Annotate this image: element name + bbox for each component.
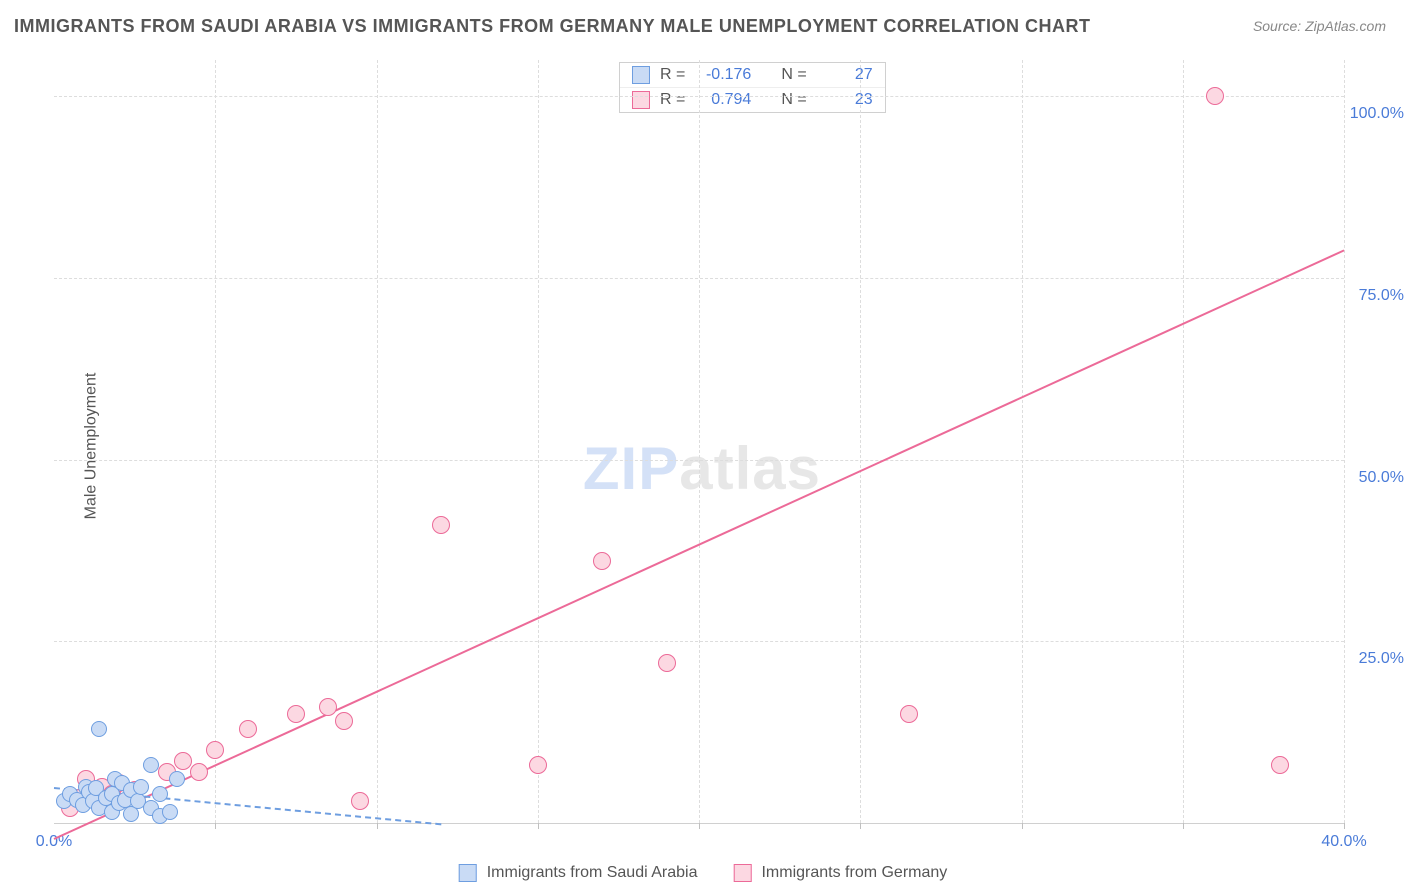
legend-label-germany: Immigrants from Germany: [761, 864, 947, 882]
data-point-germany: [335, 712, 353, 730]
legend-row-saudi: R = -0.176 N = 27: [620, 63, 885, 87]
correlation-legend: R = -0.176 N = 27 R = 0.794 N = 23: [619, 62, 886, 113]
chart-title: IMMIGRANTS FROM SAUDI ARABIA VS IMMIGRAN…: [14, 16, 1090, 37]
n-value-germany: 23: [817, 91, 873, 109]
watermark: ZIPatlas: [583, 434, 821, 503]
y-tick-label: 100.0%: [1350, 105, 1404, 123]
x-tick-label: 40.0%: [1321, 833, 1366, 851]
swatch-saudi-icon: [459, 864, 477, 882]
gridline-vertical: [1183, 60, 1184, 823]
x-tick: [538, 823, 539, 829]
swatch-germany-icon: [632, 91, 650, 109]
legend-item-saudi: Immigrants from Saudi Arabia: [459, 864, 698, 882]
x-tick: [860, 823, 861, 829]
watermark-brand-b: atlas: [679, 435, 821, 502]
data-point-germany: [593, 552, 611, 570]
data-point-saudi: [143, 757, 159, 773]
data-point-germany: [658, 654, 676, 672]
data-point-germany: [1206, 87, 1224, 105]
data-point-germany: [529, 756, 547, 774]
y-tick-label: 50.0%: [1359, 469, 1404, 487]
legend-label-saudi: Immigrants from Saudi Arabia: [487, 864, 698, 882]
swatch-saudi-icon: [632, 66, 650, 84]
x-tick: [1022, 823, 1023, 829]
data-point-germany: [287, 705, 305, 723]
series-legend: Immigrants from Saudi Arabia Immigrants …: [459, 864, 948, 882]
x-tick: [215, 823, 216, 829]
y-tick-label: 75.0%: [1359, 287, 1404, 305]
gridline-vertical: [377, 60, 378, 823]
gridline-vertical: [1344, 60, 1345, 823]
data-point-germany: [432, 516, 450, 534]
gridline-vertical: [1022, 60, 1023, 823]
r-label: R =: [660, 91, 685, 109]
r-value-germany: 0.794: [695, 91, 751, 109]
data-point-saudi: [91, 721, 107, 737]
gridline-vertical: [860, 60, 861, 823]
gridline-vertical: [699, 60, 700, 823]
source-attribution: Source: ZipAtlas.com: [1253, 18, 1386, 34]
data-point-saudi: [152, 786, 168, 802]
source-name: ZipAtlas.com: [1305, 18, 1386, 34]
data-point-saudi: [169, 771, 185, 787]
gridline-vertical: [538, 60, 539, 823]
data-point-germany: [319, 698, 337, 716]
data-point-germany: [206, 741, 224, 759]
gridline-vertical: [215, 60, 216, 823]
chart-plot-area: ZIPatlas R = -0.176 N = 27 R = 0.794 N =…: [54, 60, 1344, 824]
legend-item-germany: Immigrants from Germany: [733, 864, 947, 882]
data-point-germany: [239, 720, 257, 738]
data-point-germany: [174, 752, 192, 770]
data-point-germany: [351, 792, 369, 810]
x-tick: [1183, 823, 1184, 829]
data-point-germany: [1271, 756, 1289, 774]
data-point-saudi: [162, 804, 178, 820]
x-tick: [377, 823, 378, 829]
r-value-saudi: -0.176: [695, 66, 751, 84]
n-label: N =: [781, 91, 806, 109]
watermark-brand-a: ZIP: [583, 435, 679, 502]
x-tick-label: 0.0%: [36, 833, 72, 851]
x-tick: [699, 823, 700, 829]
swatch-germany-icon: [733, 864, 751, 882]
n-value-saudi: 27: [817, 66, 873, 84]
r-label: R =: [660, 66, 685, 84]
data-point-saudi: [133, 779, 149, 795]
data-point-germany: [900, 705, 918, 723]
x-tick: [1344, 823, 1345, 829]
data-point-germany: [190, 763, 208, 781]
y-tick-label: 25.0%: [1359, 650, 1404, 668]
source-prefix: Source:: [1253, 18, 1305, 34]
n-label: N =: [781, 66, 806, 84]
legend-row-germany: R = 0.794 N = 23: [620, 87, 885, 112]
